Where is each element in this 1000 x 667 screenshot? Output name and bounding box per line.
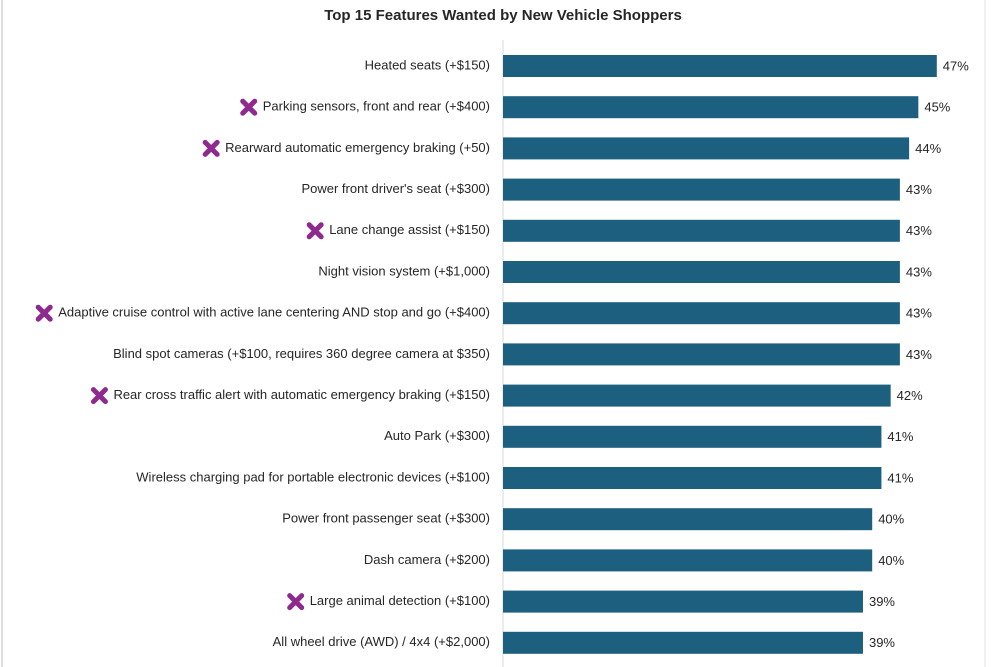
bar bbox=[503, 178, 900, 201]
bar bbox=[503, 96, 919, 119]
y-tick-label: Heated seats (+$150) bbox=[365, 57, 490, 72]
value-label: 43% bbox=[906, 306, 932, 321]
value-label: 43% bbox=[906, 182, 932, 197]
marker bbox=[90, 387, 108, 405]
bar bbox=[503, 55, 937, 77]
value-label: 41% bbox=[887, 429, 913, 444]
y-tick-label: All wheel drive (AWD) / 4x4 (+$2,000) bbox=[273, 634, 490, 649]
chart-title: Top 15 Features Wanted by New Vehicle Sh… bbox=[324, 7, 682, 24]
bar bbox=[503, 590, 863, 613]
y-tick-label: Parking sensors, front and rear (+$400) bbox=[263, 99, 490, 114]
bar bbox=[503, 549, 873, 572]
value-label: 41% bbox=[887, 470, 913, 485]
bar bbox=[503, 137, 910, 160]
value-label: 43% bbox=[906, 264, 932, 279]
value-label: 40% bbox=[878, 553, 904, 568]
value-label: 43% bbox=[906, 223, 932, 238]
bar bbox=[503, 343, 900, 366]
value-label: 45% bbox=[924, 100, 950, 115]
y-tick-label: Rearward automatic emergency braking (+5… bbox=[225, 140, 490, 155]
marker bbox=[287, 593, 305, 611]
value-label: 40% bbox=[878, 512, 904, 527]
value-label: 42% bbox=[897, 388, 923, 403]
y-tick-label: Wireless charging pad for portable elect… bbox=[136, 469, 490, 484]
bar bbox=[503, 508, 873, 531]
y-tick-label: Dash camera (+$200) bbox=[364, 552, 490, 567]
value-label: 44% bbox=[915, 141, 941, 156]
y-tick-label: Auto Park (+$300) bbox=[384, 428, 490, 443]
y-tick-label: Lane change assist (+$150) bbox=[329, 222, 490, 237]
bar bbox=[503, 261, 900, 283]
bar bbox=[503, 467, 882, 489]
y-tick-label: Blind spot cameras (+$100, requires 360 … bbox=[113, 346, 490, 361]
y-tick-label: Night vision system (+$1,000) bbox=[318, 263, 490, 278]
y-tick-label: Adaptive cruise control with active lane… bbox=[58, 305, 490, 320]
bar bbox=[503, 425, 882, 448]
value-label: 39% bbox=[869, 635, 895, 650]
marker bbox=[240, 98, 258, 116]
bar bbox=[503, 302, 900, 325]
marker bbox=[306, 222, 324, 240]
y-tick-label: Power front passenger seat (+$300) bbox=[282, 511, 490, 526]
value-label: 43% bbox=[906, 347, 932, 362]
value-label: 39% bbox=[869, 594, 895, 609]
value-label: 47% bbox=[943, 58, 969, 73]
y-tick-label: Large animal detection (+$100) bbox=[310, 593, 490, 608]
bar bbox=[503, 631, 863, 654]
marker bbox=[202, 139, 220, 157]
bar bbox=[503, 384, 891, 407]
bar bbox=[503, 219, 900, 242]
marker bbox=[35, 304, 53, 322]
y-tick-label: Power front driver's seat (+$300) bbox=[301, 181, 490, 196]
y-tick-label: Rear cross traffic alert with automatic … bbox=[113, 387, 490, 402]
